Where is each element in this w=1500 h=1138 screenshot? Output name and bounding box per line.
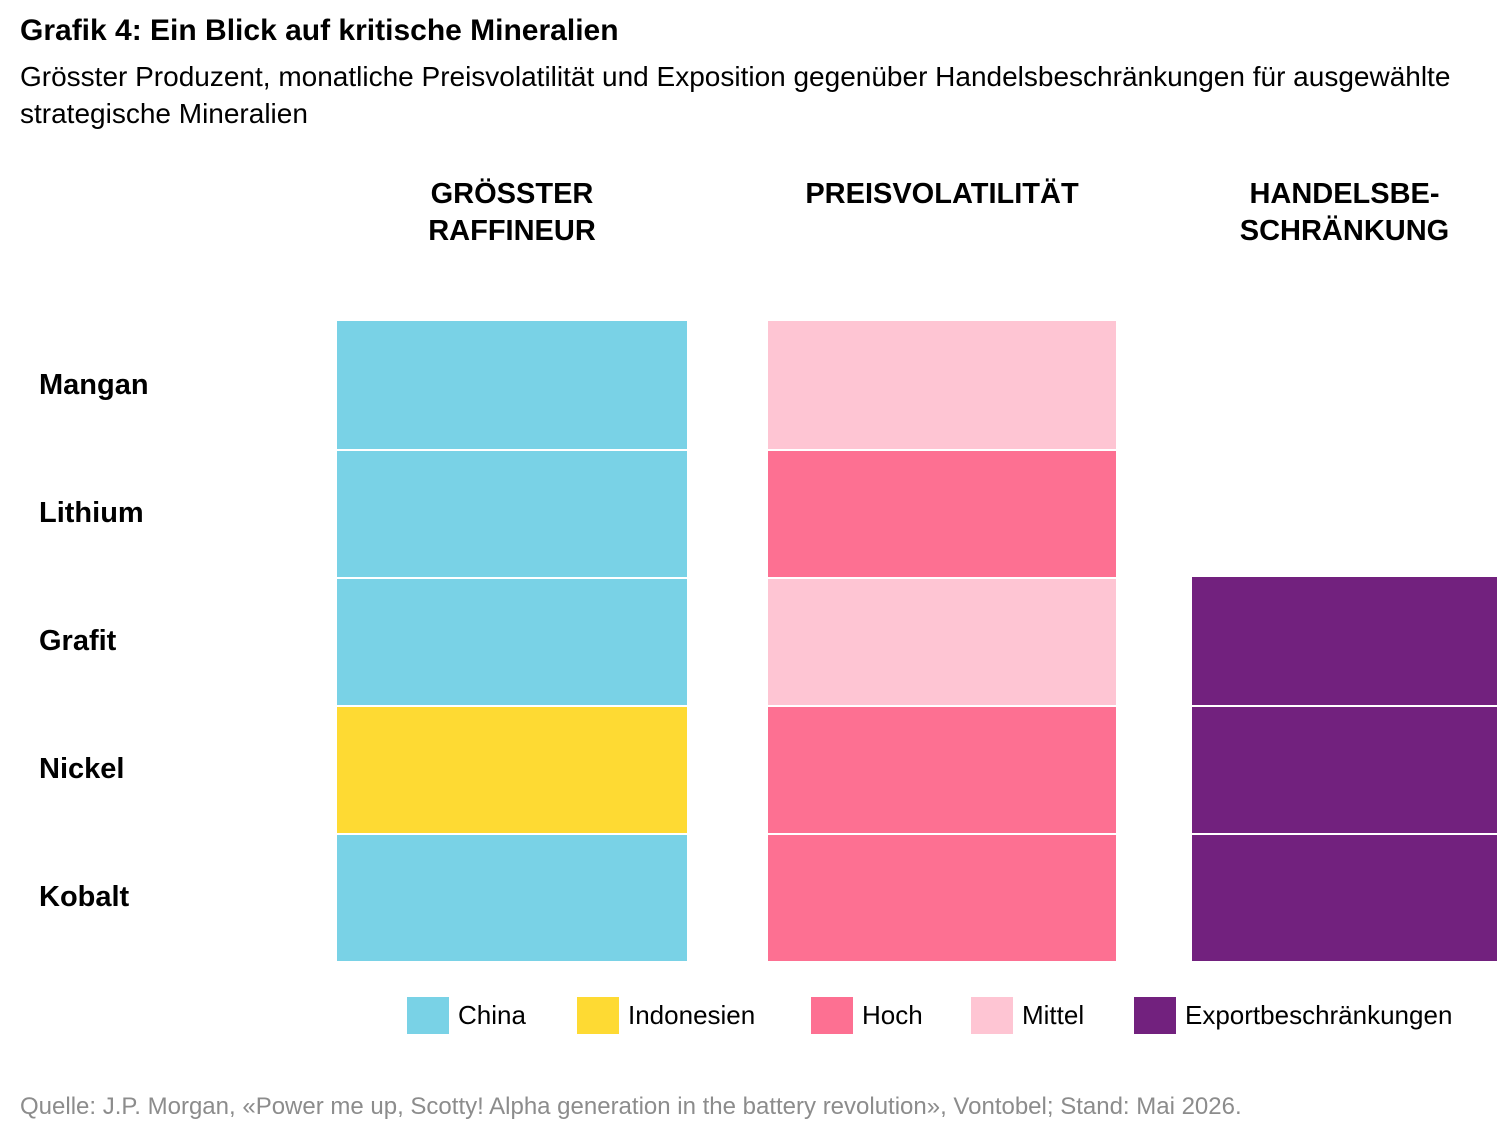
legend-swatch bbox=[1134, 996, 1176, 1034]
legend-item-exportbeschränkungen: Exportbeschränkungen bbox=[1134, 996, 1452, 1034]
legend-item-china: China bbox=[407, 996, 526, 1034]
column-header-raffineur: GRÖSSTER RAFFINEUR bbox=[428, 178, 596, 247]
legend-swatch bbox=[971, 996, 1013, 1034]
row-label-kobalt: Kobalt bbox=[39, 881, 130, 913]
legend-item-hoch: Hoch bbox=[811, 996, 923, 1034]
cell-nickel-raffineur bbox=[337, 705, 687, 833]
cell-mangan-volatilitaet bbox=[768, 321, 1116, 449]
source-note: Quelle: J.P. Morgan, «Power me up, Scott… bbox=[20, 1093, 1242, 1120]
cell-kobalt-raffineur bbox=[337, 833, 687, 961]
legend-swatch bbox=[577, 996, 619, 1034]
cell-mangan-raffineur bbox=[337, 321, 687, 449]
column-header-volatilitaet: PREISVOLATILITÄT bbox=[805, 178, 1079, 210]
cell-lithium-volatilitaet bbox=[768, 449, 1116, 577]
chart-title: Grafik 4: Ein Blick auf kritische Minera… bbox=[20, 14, 619, 47]
legend-label: Exportbeschränkungen bbox=[1185, 999, 1453, 1030]
legend-item-mittel: Mittel bbox=[971, 996, 1084, 1034]
cell-kobalt-handel bbox=[1192, 833, 1497, 961]
cell-lithium-raffineur bbox=[337, 449, 687, 577]
row-label-grafit: Grafit bbox=[39, 625, 117, 657]
cell-grafit-volatilitaet bbox=[768, 577, 1116, 705]
legend-swatch bbox=[407, 996, 449, 1034]
legend-item-indonesien: Indonesien bbox=[577, 996, 755, 1034]
column-header-handel: HANDELSBE- SCHRÄNKUNG bbox=[1239, 178, 1450, 247]
row-label-lithium: Lithium bbox=[39, 497, 144, 529]
legend-label: Mittel bbox=[1022, 999, 1085, 1030]
row-label-mangan: Mangan bbox=[39, 369, 149, 401]
row-label-nickel: Nickel bbox=[39, 753, 125, 785]
cell-kobalt-volatilitaet bbox=[768, 833, 1116, 961]
legend-label: China bbox=[458, 999, 526, 1030]
cell-nickel-volatilitaet bbox=[768, 705, 1116, 833]
legend-swatch bbox=[811, 996, 853, 1034]
legend-label: Hoch bbox=[862, 999, 923, 1030]
cell-grafit-handel bbox=[1192, 577, 1497, 705]
cell-grafit-raffineur bbox=[337, 577, 687, 705]
cell-nickel-handel bbox=[1192, 705, 1497, 833]
chart-subtitle: Grösster Produzent, monatliche Preisvola… bbox=[20, 61, 1451, 129]
legend-label: Indonesien bbox=[628, 999, 756, 1030]
